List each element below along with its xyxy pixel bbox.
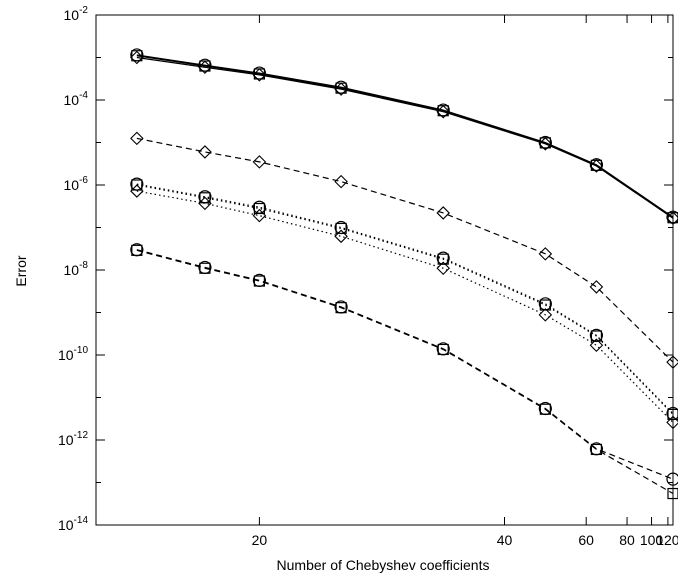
square-marker [590, 443, 603, 456]
diamond-marker [538, 247, 553, 261]
y-tick-label: 10-2 [64, 5, 89, 23]
diamond-marker [666, 415, 678, 430]
square-marker [437, 253, 449, 265]
diamond-marker [589, 280, 604, 294]
diamond-marker [666, 211, 678, 226]
series-5 [130, 177, 678, 421]
series-line [136, 190, 674, 423]
y-tick-exponent: -8 [79, 260, 88, 271]
y-axis-label: Error [13, 255, 29, 286]
y-tick-base: 10 [58, 347, 74, 363]
diamond-marker [252, 208, 267, 223]
x-tick-label: 120 [656, 532, 678, 548]
y-tick-label: 10-4 [64, 90, 89, 108]
tick-labels: 20 40 60 80 10012010-210-410-610-810-1010-12… [58, 5, 678, 548]
y-tick-exponent: -12 [74, 430, 89, 441]
series-1 [130, 48, 678, 224]
y-tick-exponent: -6 [79, 175, 88, 186]
circle-marker [666, 472, 678, 486]
square-marker [131, 244, 143, 256]
diamond-marker [666, 355, 678, 369]
square-marker [253, 275, 265, 287]
x-tick-label: 100 [640, 532, 664, 548]
diamond-marker [130, 131, 144, 146]
x-tick-label: 20 [252, 532, 268, 548]
y-tick-base: 10 [64, 177, 80, 193]
square-marker [667, 408, 678, 421]
axis-ticks [96, 14, 673, 526]
x-axis-label: Number of Chebyshev coefficients [277, 557, 490, 573]
diamond-marker [538, 137, 553, 151]
diamond-marker [436, 104, 450, 119]
x-tick-label: 40 [497, 532, 513, 548]
diamond-marker [334, 174, 348, 189]
series-line [136, 137, 674, 363]
y-tick-label: 10-12 [58, 430, 88, 448]
y-tick-exponent: -14 [74, 515, 89, 526]
y-tick-label: 10-8 [64, 260, 89, 278]
square-marker [335, 302, 347, 314]
y-tick-label: 10-10 [58, 345, 88, 363]
square-marker [590, 330, 603, 342]
y-tick-exponent: -2 [79, 5, 88, 16]
square-marker [335, 222, 347, 235]
series-2 [131, 50, 678, 224]
plot-frame [95, 14, 674, 526]
series-3 [130, 50, 678, 226]
square-marker [667, 487, 678, 500]
series-7 [130, 184, 678, 430]
square-marker [253, 202, 265, 215]
y-tick-base: 10 [58, 432, 74, 448]
diamond-marker [198, 145, 212, 159]
series-6 [131, 179, 678, 421]
y-tick-exponent: -10 [74, 345, 89, 356]
square-marker [539, 403, 551, 415]
diamond-marker [130, 184, 144, 198]
diamond-marker [436, 261, 450, 276]
square-marker [437, 343, 449, 356]
y-tick-base: 10 [64, 262, 80, 278]
diamond-marker [436, 206, 450, 220]
y-tick-exponent: -4 [79, 90, 88, 101]
series-line [136, 249, 674, 495]
diamond-marker [589, 159, 604, 173]
y-tick-label: 10-6 [64, 175, 89, 193]
series-line [136, 54, 674, 218]
series-line [136, 55, 674, 219]
y-tick-base: 10 [64, 7, 80, 23]
diamond-marker [334, 82, 348, 96]
diamond-marker [198, 196, 212, 211]
x-tick-label: 60 [578, 532, 594, 548]
square-marker [199, 262, 211, 274]
diamond-marker [130, 50, 144, 65]
series-4 [130, 131, 678, 369]
series-line [136, 183, 674, 414]
series-line [136, 56, 674, 219]
series-line [136, 184, 674, 415]
diamond-marker [252, 155, 267, 169]
series-layer [130, 48, 678, 500]
square-marker [131, 179, 143, 191]
diamond-marker [538, 308, 553, 322]
diamond-marker [334, 229, 348, 244]
diamond-marker [252, 68, 267, 82]
square-marker [199, 192, 211, 204]
square-marker [539, 299, 551, 311]
diamond-marker [198, 60, 212, 75]
y-tick-base: 10 [64, 92, 80, 108]
series-9 [131, 244, 678, 500]
y-tick-base: 10 [58, 517, 74, 533]
diamond-marker [589, 338, 604, 352]
x-tick-label: 80 [619, 532, 635, 548]
y-tick-label: 10-14 [58, 515, 88, 533]
